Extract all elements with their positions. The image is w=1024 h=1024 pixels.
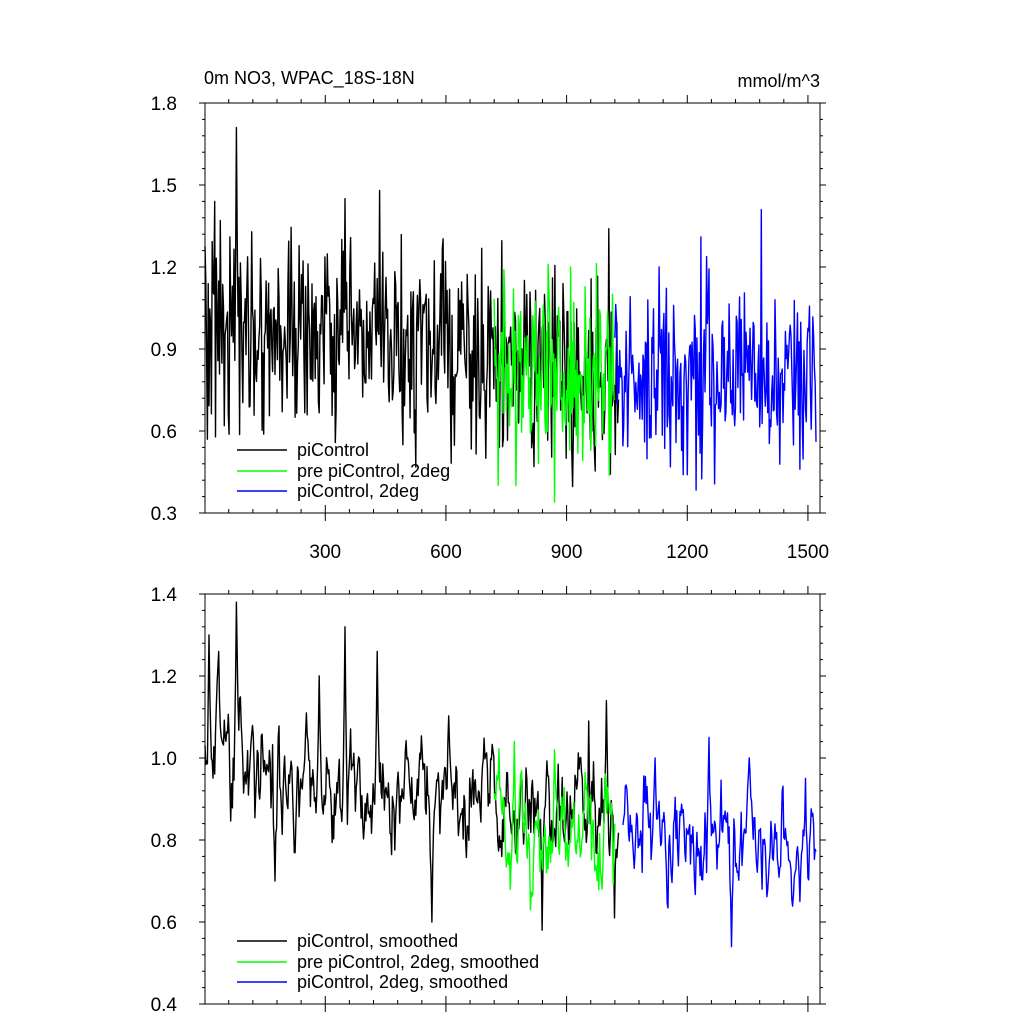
series-line-0 [204, 126, 620, 488]
bottom-y-tick-labels: 0.4 0.6 0.8 1.0 1.2 1.4 [151, 585, 178, 1016]
legend-label-pre-picontrol-2deg-smoothed: pre piControl, 2deg, smoothed [297, 952, 539, 972]
series-line-0 [204, 601, 620, 931]
y-tick-label: 1.8 [151, 94, 177, 115]
top-title-right: mmol/m^3 [738, 71, 820, 91]
x-tick-label: 600 [430, 542, 462, 563]
bottom-panel: 0.4 0.6 0.8 1.0 1.2 1.4 piControl, smoothed p… [151, 585, 826, 1016]
bottom-series-lines [204, 601, 817, 948]
top-title-left: 0m NO3, WPAC_18S-18N [204, 68, 415, 89]
legend-label-picontrol: piControl [297, 440, 369, 460]
series-line-2 [622, 736, 817, 948]
x-tick-label: 900 [551, 542, 583, 563]
x-tick-label: 1500 [787, 542, 829, 563]
y-tick-label: 1.2 [151, 667, 177, 688]
top-series-lines [204, 126, 817, 503]
y-tick-label: 0.6 [151, 913, 177, 934]
legend-label-pre-picontrol-2deg: pre piControl, 2deg [297, 461, 450, 481]
y-tick-label: 1.2 [151, 258, 177, 279]
x-tick-label: 300 [309, 542, 341, 563]
y-tick-label: 0.6 [151, 422, 177, 443]
legend-label-picontrol-smoothed: piControl, smoothed [297, 931, 458, 951]
y-tick-label: 1.0 [151, 749, 177, 770]
top-ticks [199, 95, 826, 521]
top-plot-frame [204, 102, 821, 514]
y-tick-label: 1.4 [151, 585, 178, 606]
x-tick-label: 1200 [666, 542, 708, 563]
series-line-1 [493, 740, 616, 911]
bottom-legend: piControl, smoothed pre piControl, 2deg,… [237, 931, 539, 992]
y-tick-label: 0.3 [151, 504, 177, 525]
y-tick-label: 1.5 [151, 176, 177, 197]
legend-label-picontrol-2deg-smoothed: piControl, 2deg, smoothed [297, 972, 508, 992]
y-tick-label: 0.9 [151, 340, 177, 361]
y-tick-label: 0.8 [151, 831, 177, 852]
series-line-2 [614, 208, 817, 491]
top-panel: 0m NO3, WPAC_18S-18N mmol/m^3 0.3 0.6 0.9 1… [151, 68, 829, 563]
bottom-plot-frame [204, 593, 821, 1005]
y-tick-label: 0.4 [151, 995, 178, 1016]
top-y-tick-labels: 0.3 0.6 0.9 1.2 1.5 1.8 [151, 94, 177, 525]
top-legend: piControl pre piControl, 2deg piControl,… [237, 440, 450, 501]
series-line-1 [493, 262, 616, 503]
legend-label-picontrol-2deg: piControl, 2deg [297, 481, 419, 501]
top-x-tick-labels: 300 600 900 1200 1500 [309, 542, 829, 563]
